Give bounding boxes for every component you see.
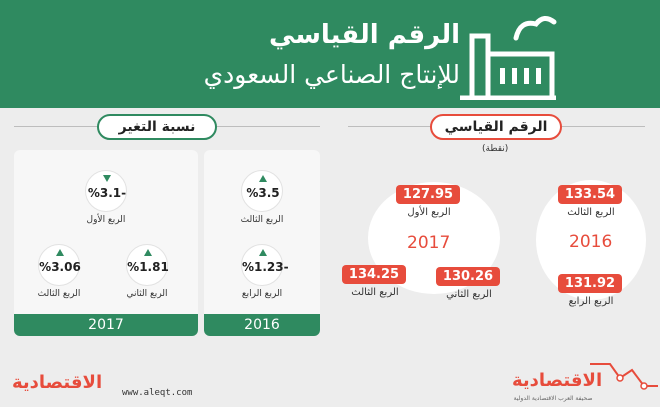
change-item: %1.81 الربع الثاني	[112, 244, 182, 299]
index-year-2017: 2017	[407, 233, 451, 253]
change-label: الربع الأول	[86, 215, 126, 225]
change-value: %3.06	[39, 260, 81, 274]
pulse-line-icon	[590, 363, 658, 390]
index-value: 130.26	[436, 267, 500, 286]
index-value: 134.25	[342, 265, 406, 284]
arrow-up-icon	[259, 249, 267, 256]
index-label: الربع الثاني	[446, 289, 492, 300]
index-panel-title: الرقم القياسي	[430, 114, 562, 140]
change-item: %3.1- الربع الأول	[71, 170, 141, 225]
card-year-2016: 2016	[204, 314, 320, 336]
page-title: الرقم القياسي	[269, 20, 460, 50]
change-item: %3.06 الربع الثالث	[24, 244, 94, 299]
index-value: 127.95	[396, 185, 460, 204]
brand-tagline: صحيفة العرب الاقتصادية الدولية	[513, 395, 593, 402]
card-year-2017: 2017	[14, 314, 198, 336]
index-value: 131.92	[558, 274, 622, 293]
index-value: 133.54	[558, 185, 622, 204]
index-label: الربع الأول	[407, 207, 451, 218]
change-value: %3.1-	[87, 186, 127, 200]
change-label: الربع الثاني	[126, 289, 168, 299]
change-label: الربع الثالث	[37, 289, 81, 299]
arrow-down-icon	[103, 175, 111, 182]
change-item: %3.5 الربع الثالث	[227, 170, 297, 225]
change-item: %1.23- الربع الرابع	[227, 244, 297, 299]
change-value: %1.23-	[242, 260, 289, 274]
index-label: الربع الثالث	[351, 287, 399, 298]
index-unit: (نقطة)	[482, 144, 509, 154]
change-label: الربع الرابع	[241, 289, 283, 299]
change-value: %1.81	[127, 260, 169, 274]
index-label: الربع الثالث	[567, 207, 615, 218]
change-label: الربع الثالث	[240, 215, 284, 225]
change-value: %3.5	[246, 186, 280, 200]
arrow-up-icon	[259, 175, 267, 182]
footer	[0, 370, 660, 407]
arrow-up-icon	[144, 249, 152, 256]
factory-icon	[460, 16, 557, 100]
header-banner: الرقم القياسي للإنتاج الصناعي السعودي	[0, 0, 660, 108]
brand-logo-right: الاقتصادية	[512, 370, 603, 391]
index-label: الربع الرابع	[568, 296, 614, 307]
index-year-2016: 2016	[569, 232, 613, 252]
brand-logo-left: الاقتصادية	[12, 372, 103, 393]
change-panel-title: نسبة التغير	[97, 114, 217, 140]
website-link[interactable]: www.aleqt.com	[122, 388, 193, 398]
page-subtitle: للإنتاج الصناعي السعودي	[203, 60, 460, 89]
arrow-up-icon	[56, 249, 64, 256]
